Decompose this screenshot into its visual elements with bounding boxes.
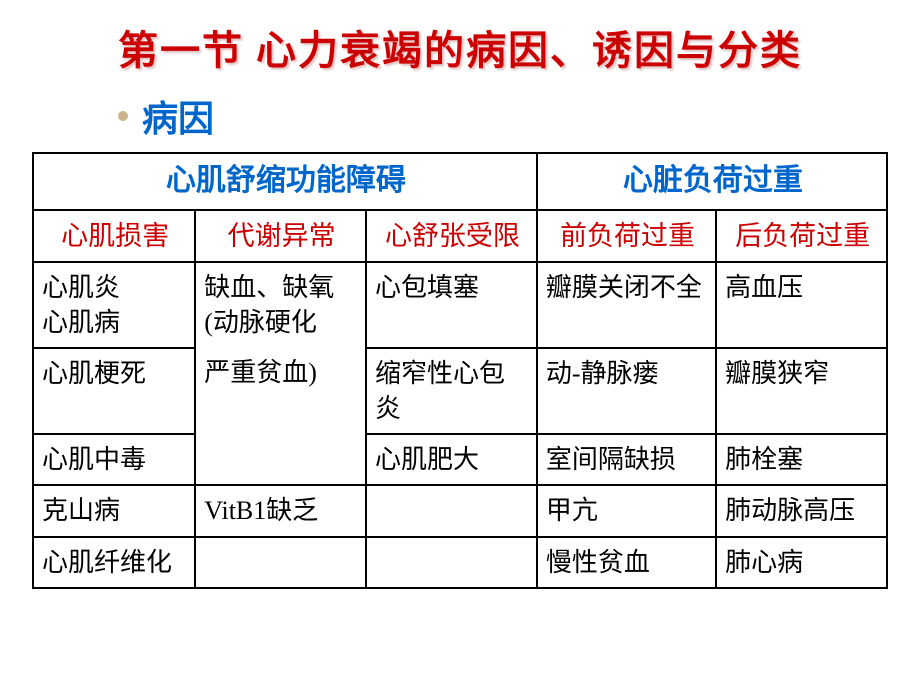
cell-text: 心肌病 bbox=[42, 308, 120, 337]
cell: 肺栓塞 bbox=[716, 434, 887, 485]
page-title: 第一节 心力衰竭的病因、诱因与分类 bbox=[0, 18, 920, 76]
cell: 心肌纤维化 bbox=[33, 537, 195, 588]
table-container: 心肌舒缩功能障碍 心脏负荷过重 心肌损害 代谢异常 心舒张受限 前负荷过重 后负… bbox=[32, 152, 888, 589]
table-row: 心肌中毒 心肌肥大 室间隔缺损 肺栓塞 bbox=[33, 434, 887, 485]
sub-header: 前负荷过重 bbox=[537, 210, 716, 262]
cell: 心包填塞 bbox=[366, 262, 537, 348]
cell: 甲亢 bbox=[537, 485, 716, 536]
cell: 瓣膜狭窄 bbox=[716, 348, 887, 434]
bullet-icon bbox=[118, 111, 128, 121]
cell: 肺心病 bbox=[716, 537, 887, 588]
sub-header: 后负荷过重 bbox=[716, 210, 887, 262]
table-row: 心肌炎 心肌病 缺血、缺氧 (动脉硬化 心包填塞 瓣膜关闭不全 高血压 bbox=[33, 262, 887, 348]
cell: 高血压 bbox=[716, 262, 887, 348]
etiology-table: 心肌舒缩功能障碍 心脏负荷过重 心肌损害 代谢异常 心舒张受限 前负荷过重 后负… bbox=[32, 152, 888, 589]
sub-header: 心肌损害 bbox=[33, 210, 195, 262]
cell: 心肌梗死 bbox=[33, 348, 195, 434]
group-header-dysfunction: 心肌舒缩功能障碍 bbox=[33, 153, 537, 210]
cell-text: (动脉硬化 bbox=[204, 308, 317, 337]
subtitle-text: 病因 bbox=[142, 90, 214, 142]
cell bbox=[366, 485, 537, 536]
cell: 缺血、缺氧 (动脉硬化 bbox=[195, 262, 366, 348]
cell: 肺动脉高压 bbox=[716, 485, 887, 536]
cell-text: 心肌炎 bbox=[42, 273, 120, 302]
cell bbox=[366, 537, 537, 588]
cell-text: 缺血、缺氧 bbox=[204, 273, 334, 302]
table-row: 心肌舒缩功能障碍 心脏负荷过重 bbox=[33, 153, 887, 210]
subtitle-row: 病因 bbox=[118, 90, 920, 142]
table-row: 心肌损害 代谢异常 心舒张受限 前负荷过重 后负荷过重 bbox=[33, 210, 887, 262]
sub-header: 心舒张受限 bbox=[366, 210, 537, 262]
cell: 心肌炎 心肌病 bbox=[33, 262, 195, 348]
table-row: 心肌梗死 严重贫血) 缩窄性心包炎 动-静脉瘘 瓣膜狭窄 bbox=[33, 348, 887, 434]
slide: 第一节 心力衰竭的病因、诱因与分类 病因 心肌舒缩功能障碍 心脏负荷过重 心肌损… bbox=[0, 0, 920, 690]
table-row: 心肌纤维化 慢性贫血 肺心病 bbox=[33, 537, 887, 588]
cell: 心肌肥大 bbox=[366, 434, 537, 485]
sub-header: 代谢异常 bbox=[195, 210, 366, 262]
cell: 室间隔缺损 bbox=[537, 434, 716, 485]
cell: 严重贫血) bbox=[195, 348, 366, 434]
cell: VitB1缺乏 bbox=[195, 485, 366, 536]
cell bbox=[195, 537, 366, 588]
cell: 心肌中毒 bbox=[33, 434, 195, 485]
cell: 瓣膜关闭不全 bbox=[537, 262, 716, 348]
cell: 慢性贫血 bbox=[537, 537, 716, 588]
cell: 缩窄性心包炎 bbox=[366, 348, 537, 434]
cell: 动-静脉瘘 bbox=[537, 348, 716, 434]
table-row: 克山病 VitB1缺乏 甲亢 肺动脉高压 bbox=[33, 485, 887, 536]
group-header-overload: 心脏负荷过重 bbox=[537, 153, 887, 210]
cell bbox=[195, 434, 366, 485]
cell: 克山病 bbox=[33, 485, 195, 536]
